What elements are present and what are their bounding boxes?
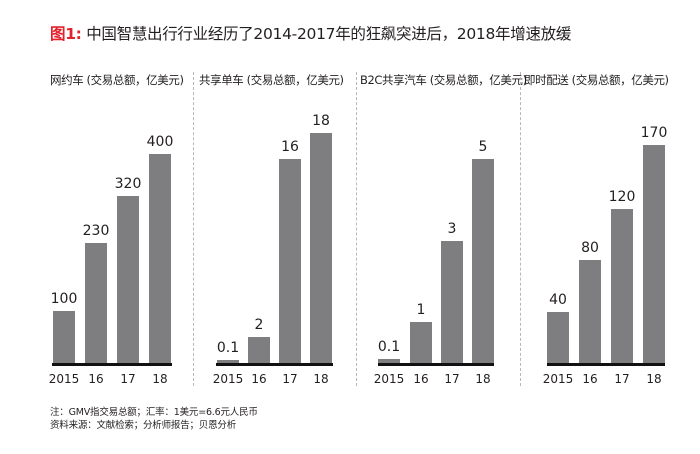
value-label: 2: [254, 317, 264, 333]
value-label: 170: [640, 125, 668, 141]
value-label: 40: [549, 292, 567, 308]
value-label: 230: [82, 223, 110, 239]
x-axis-line: [547, 363, 665, 366]
x-tick-label: 2015: [373, 372, 405, 386]
bar-ride-hailing-2015: [53, 311, 75, 363]
value-label: 400: [146, 134, 174, 150]
panel-title-instant-delivery: 即时配送 (交易总额，亿美元): [524, 73, 669, 87]
x-axis-line: [378, 363, 494, 366]
value-label: 320: [114, 176, 142, 192]
value-label: 80: [581, 240, 599, 256]
chart-title: 图1: 中国智慧出行行业经历了2014-2017年的狂飙突进后，2018年增速放…: [50, 22, 571, 44]
bar-instant-delivery-17: [611, 209, 633, 363]
value-label: 0.1: [216, 340, 240, 356]
panel-divider: [356, 72, 357, 386]
value-label: 3: [447, 221, 457, 237]
panel-divider: [193, 72, 194, 386]
bar-bike-sharing-17: [279, 159, 301, 363]
x-tick-label: 17: [282, 372, 298, 386]
bar-car-sharing-2015: [378, 359, 400, 363]
bar-bike-sharing-18: [310, 133, 332, 363]
value-label: 16: [281, 139, 299, 155]
x-axis-line: [216, 363, 333, 366]
x-tick-label: 18: [152, 372, 168, 386]
bar-bike-sharing-16: [248, 337, 270, 363]
x-axis-line: [52, 363, 172, 366]
bar-car-sharing-16: [410, 322, 432, 363]
bar-instant-delivery-16: [579, 260, 601, 363]
x-tick-label: 17: [444, 372, 460, 386]
value-label: 1: [416, 302, 426, 318]
x-tick-label: 16: [413, 372, 429, 386]
x-tick-label: 18: [475, 372, 491, 386]
x-tick-label: 2015: [212, 372, 244, 386]
panel-divider: [520, 72, 521, 386]
bar-ride-hailing-16: [85, 243, 107, 363]
source-note: 资料来源：文献检索；分析师报告；贝恩分析: [50, 420, 237, 431]
x-tick-label: 17: [120, 372, 136, 386]
x-tick-label: 16: [582, 372, 598, 386]
value-label: 18: [312, 113, 330, 129]
x-tick-label: 18: [313, 372, 329, 386]
bar-ride-hailing-17: [117, 196, 139, 363]
panel-title-car-sharing: B2C共享汽车 (交易总额，亿美元): [360, 73, 527, 87]
bar-ride-hailing-18: [149, 154, 171, 363]
x-tick-label: 2015: [48, 372, 80, 386]
x-tick-label: 18: [646, 372, 662, 386]
x-tick-label: 16: [251, 372, 267, 386]
title-text: 中国智慧出行行业经历了2014-2017年的狂飙突进后，2018年增速放缓: [81, 25, 572, 43]
value-label: 120: [608, 189, 636, 205]
bar-instant-delivery-2015: [547, 312, 569, 363]
x-tick-label: 2015: [542, 372, 574, 386]
footnote: 注：GMV指交易总额；汇率：1美元=6.6元人民币: [50, 407, 258, 418]
value-label: 5: [478, 139, 488, 155]
value-label: 100: [50, 291, 78, 307]
bar-bike-sharing-2015: [217, 360, 239, 363]
value-label: 0.1: [377, 339, 401, 355]
bar-car-sharing-17: [441, 241, 463, 363]
bar-instant-delivery-18: [643, 145, 665, 363]
panel-title-ride-hailing: 网约车 (交易总额，亿美元): [50, 73, 184, 87]
figure-number: 图1:: [50, 25, 82, 43]
x-tick-label: 16: [88, 372, 104, 386]
panel-title-bike-sharing: 共享单车 (交易总额，亿美元): [199, 73, 344, 87]
bar-car-sharing-18: [472, 159, 494, 363]
x-tick-label: 17: [614, 372, 630, 386]
